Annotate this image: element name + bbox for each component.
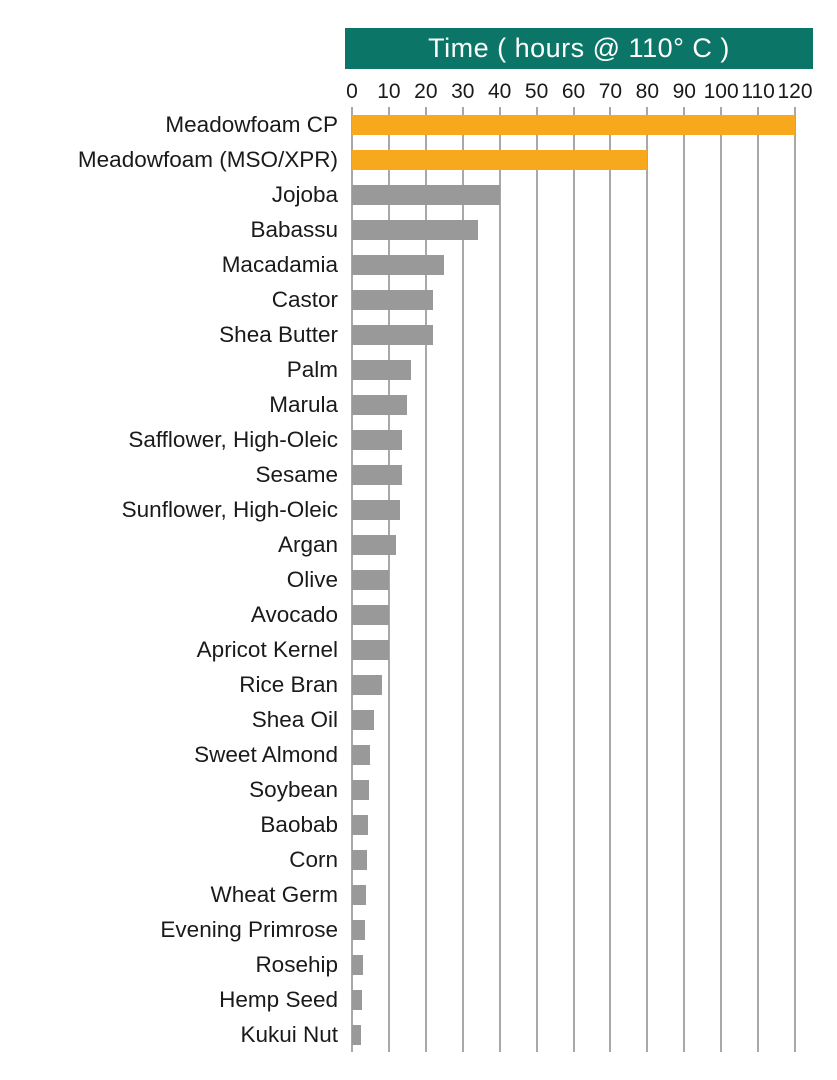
category-label-rosehip: Rosehip (255, 952, 338, 977)
gridline-30 (461, 107, 464, 1052)
bar-sesame (352, 464, 402, 485)
bar-jojoba (352, 184, 500, 205)
bar-shea-butter (352, 324, 434, 345)
gridline-10 (387, 107, 390, 1052)
bar-sunflower-high-oleic (352, 499, 400, 520)
category-label-marula: Marula (269, 392, 338, 417)
category-label-safflower-high-oleic: Safflower, High-Oleic (128, 427, 338, 452)
gridline-100 (720, 107, 723, 1052)
bar-macadamia (352, 254, 445, 275)
gridline-50 (535, 107, 538, 1052)
bar-evening-primrose (352, 919, 365, 940)
x-tick-label-10: 10 (377, 80, 401, 103)
bar-rice-bran (352, 674, 382, 695)
category-label-rice-bran: Rice Bran (239, 672, 338, 697)
plot-area (351, 107, 837, 1052)
category-label-macadamia: Macadamia (221, 252, 338, 277)
bar-castor (352, 289, 434, 310)
category-label-apricot-kernel: Apricot Kernel (196, 637, 338, 662)
x-tick-label-50: 50 (524, 80, 549, 103)
gridline-40 (498, 107, 501, 1052)
x-tick-label-40: 40 (487, 80, 512, 103)
category-label-sunflower-high-oleic: Sunflower, High-Oleic (121, 497, 338, 522)
bar-wheat-germ (352, 884, 367, 905)
bar-apricot-kernel (352, 639, 389, 660)
x-tick-label-100: 100 (703, 80, 739, 103)
category-label-wheat-germ: Wheat Germ (210, 882, 338, 907)
x-tick-label-80: 80 (635, 80, 659, 103)
category-label-corn: Corn (289, 847, 338, 872)
bar-argan (352, 534, 397, 555)
category-label-castor: Castor (271, 287, 338, 312)
category-label-shea-butter: Shea Butter (219, 322, 338, 347)
category-label-palm: Palm (286, 357, 338, 382)
x-tick-label-0: 0 (346, 80, 358, 103)
category-label-hemp-seed: Hemp Seed (219, 987, 338, 1012)
bar-hemp-seed (352, 989, 362, 1010)
bar-marula (352, 394, 408, 415)
category-label-babassu: Babassu (250, 217, 338, 242)
chart-title-box: Time ( hours @ 110° C ) (345, 28, 813, 69)
bar-rosehip (352, 954, 364, 975)
bar-sweet-almond (352, 744, 371, 765)
category-label-evening-primrose: Evening Primrose (160, 917, 338, 942)
category-label-avocado: Avocado (250, 602, 338, 627)
gridline-60 (572, 107, 575, 1052)
category-label-soybean: Soybean (249, 777, 338, 802)
bar-shea-oil (352, 709, 375, 730)
gridline-20 (424, 107, 427, 1052)
category-label-meadowfoam-cp: Meadowfoam CP (165, 112, 338, 137)
x-axis: 0 10 20 30 40 50 60 70 80 90 100 110 120 (346, 80, 837, 106)
x-tick-label-60: 60 (561, 80, 586, 103)
bar-meadowfoam-cp (352, 114, 795, 135)
x-tick-label-90: 90 (672, 80, 696, 103)
x-tick-label-30: 30 (451, 80, 475, 103)
x-tick-label-120: 120 (777, 80, 813, 103)
category-label-shea-oil: Shea Oil (251, 707, 338, 732)
gridline-70 (609, 107, 612, 1052)
bar-baobab (352, 814, 368, 835)
category-label-argan: Argan (277, 532, 338, 557)
bar-soybean (352, 779, 369, 800)
gridline-80 (646, 107, 649, 1052)
category-label-sesame: Sesame (255, 462, 338, 487)
x-tick-label-110: 110 (741, 80, 775, 103)
category-label-sweet-almond: Sweet Almond (194, 742, 338, 767)
chart-title: Time ( hours @ 110° C ) (428, 33, 730, 63)
gridline-110 (757, 107, 760, 1052)
gridline-90 (683, 107, 686, 1052)
gridline-120 (794, 107, 796, 1052)
category-label-olive: Olive (286, 567, 338, 592)
category-label-kukui-nut: Kukui Nut (240, 1022, 338, 1047)
category-label-baobab: Baobab (260, 812, 338, 837)
category-label-meadowfoam-mso-xpr: Meadowfoam (MSO/XPR) (77, 147, 338, 172)
x-tick-label-20: 20 (414, 80, 438, 103)
bar-olive (352, 569, 389, 590)
bar-palm (352, 359, 412, 380)
bar-meadowfoam-mso-xpr (352, 149, 648, 170)
bar-babassu (352, 219, 478, 240)
bar-avocado (352, 604, 389, 625)
x-tick-label-70: 70 (598, 80, 623, 103)
category-labels: Meadowfoam CP Meadowfoam (MSO/XPR) Jojoba B… (0, 107, 338, 1052)
bar-safflower-high-oleic (352, 429, 402, 450)
bar-kukui-nut (352, 1024, 362, 1045)
bar-corn (352, 849, 367, 870)
category-label-jojoba: Jojoba (271, 182, 338, 207)
